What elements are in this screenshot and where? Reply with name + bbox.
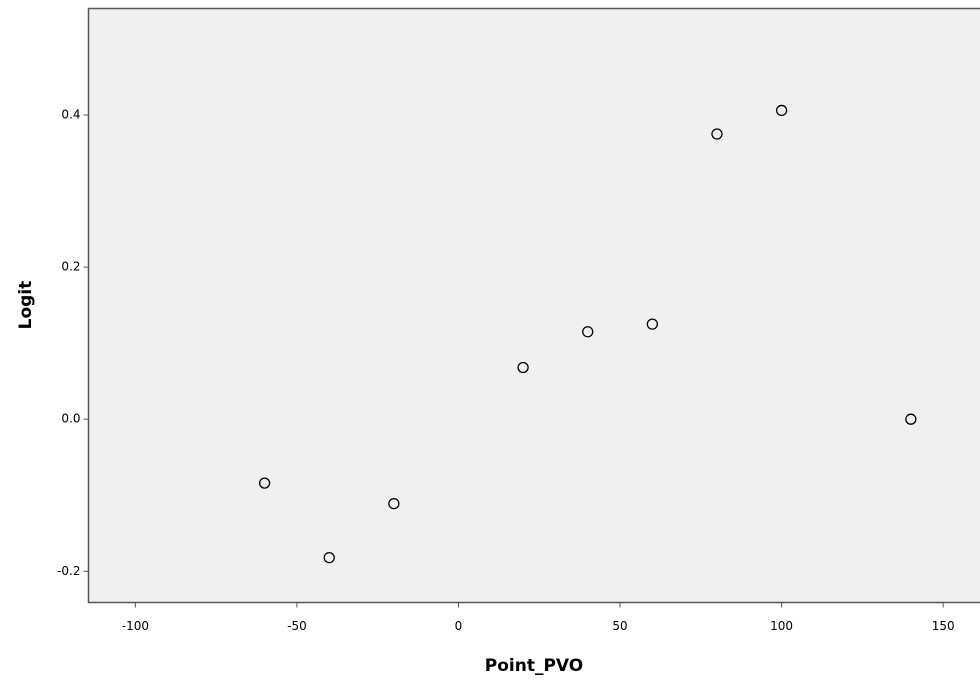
x-tick-label: 50 [612, 619, 627, 633]
y-tick-label: 0.2 [61, 260, 80, 274]
y-tick-label: 0.4 [61, 107, 80, 121]
x-tick-label: 150 [932, 619, 955, 633]
point [517, 361, 529, 374]
y-axis-title: Logit [16, 281, 36, 330]
point [388, 497, 400, 510]
y-tick-label: -0.2 [57, 564, 80, 578]
x-axis-title: Point_PVO [485, 656, 583, 676]
point [258, 477, 271, 489]
y-tick-label: 0.0 [61, 412, 80, 426]
point [711, 128, 723, 140]
point [646, 318, 659, 330]
point [775, 104, 788, 117]
plot-area [87, 7, 980, 604]
x-tick-label: 0 [455, 619, 463, 633]
point [582, 326, 594, 338]
x-tick-label: -50 [287, 619, 307, 633]
x-tick-label: 100 [770, 619, 793, 633]
x-tick-label: -100 [122, 619, 149, 633]
point [323, 551, 335, 564]
point [905, 413, 917, 425]
